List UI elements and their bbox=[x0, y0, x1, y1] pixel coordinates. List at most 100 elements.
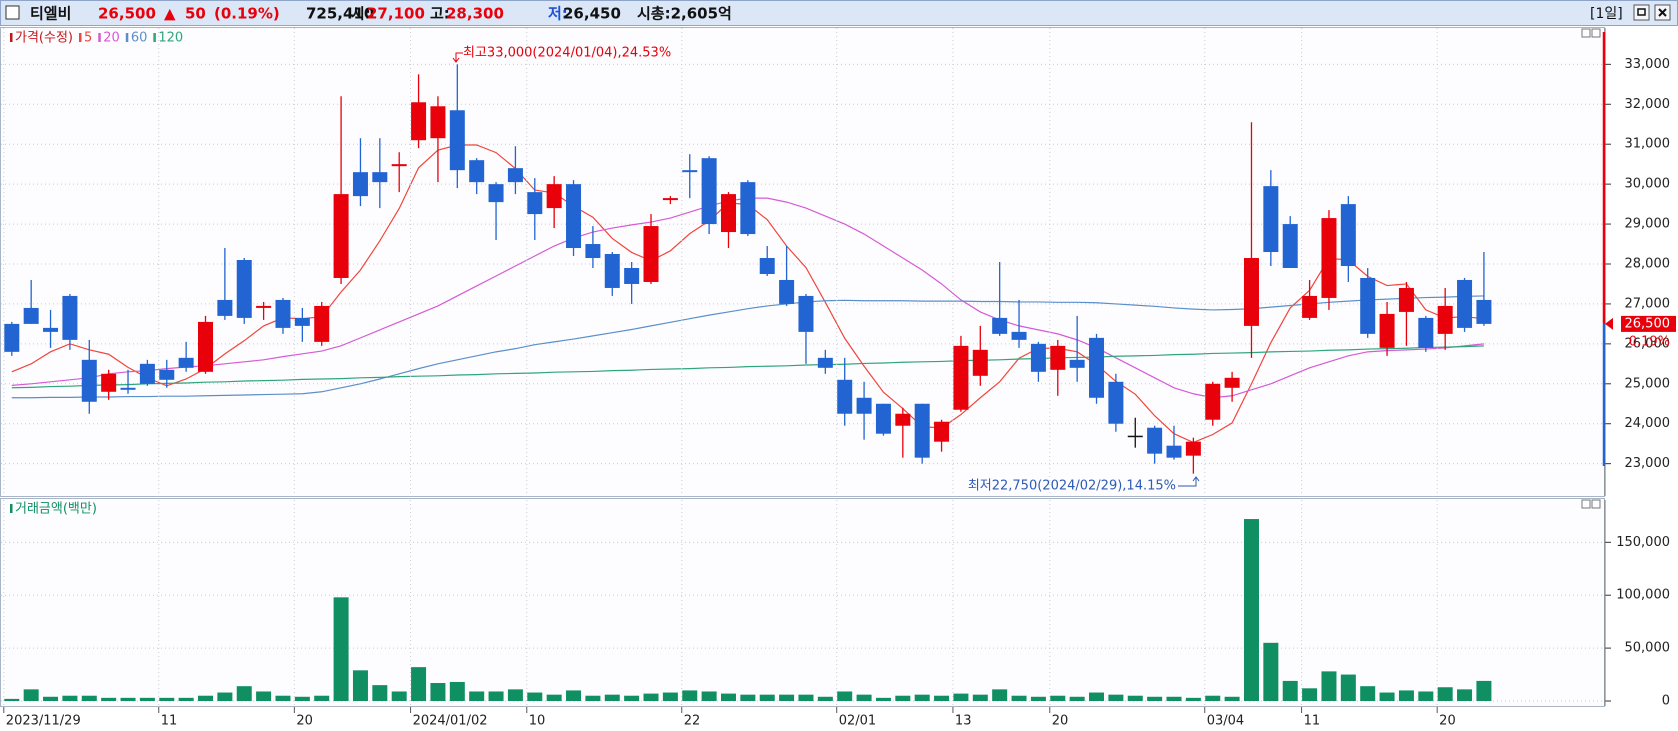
legend-item-swatch bbox=[125, 33, 129, 42]
bar bbox=[1089, 692, 1105, 701]
candle-body bbox=[1437, 305, 1453, 334]
y-tick-label: 33,000 bbox=[1625, 57, 1671, 72]
restore-icon bbox=[1637, 8, 1646, 16]
y-tick-label: 150,000 bbox=[1616, 535, 1670, 550]
bar bbox=[23, 689, 39, 701]
candle-body bbox=[81, 359, 97, 402]
x-tick-label: 20 bbox=[1052, 714, 1069, 729]
bar bbox=[566, 690, 582, 701]
last-price-box bbox=[1621, 315, 1676, 332]
candle-body bbox=[914, 403, 930, 458]
candle-body bbox=[527, 192, 543, 215]
bar bbox=[1321, 671, 1337, 701]
bar bbox=[1418, 691, 1434, 701]
header-value: 고: bbox=[430, 5, 450, 23]
legend-label: 가격(수정) bbox=[15, 31, 73, 46]
candle-body bbox=[1398, 287, 1414, 312]
candle-body bbox=[1476, 299, 1492, 324]
candle-body bbox=[604, 254, 620, 288]
bar bbox=[662, 692, 678, 701]
bar bbox=[178, 697, 194, 701]
bar bbox=[1437, 687, 1453, 701]
bar bbox=[1224, 696, 1240, 701]
header-value: 50 bbox=[185, 5, 206, 23]
period[interactable]: [1일] bbox=[1590, 6, 1623, 22]
checkbox[interactable] bbox=[5, 5, 20, 20]
candle-body bbox=[1224, 377, 1240, 388]
y-tick-label: 25,000 bbox=[1625, 376, 1671, 391]
candle-body bbox=[1418, 317, 1434, 348]
bar bbox=[1050, 695, 1066, 701]
candle-body bbox=[953, 345, 969, 410]
x-tick-label: 20 bbox=[1439, 714, 1456, 729]
bar bbox=[120, 697, 136, 701]
candle-body bbox=[411, 102, 427, 141]
bar bbox=[527, 692, 543, 701]
bar bbox=[198, 695, 213, 701]
legend-item-swatch bbox=[98, 33, 101, 42]
bar bbox=[256, 691, 272, 701]
x-tick-label: 02/01 bbox=[839, 714, 876, 729]
bar bbox=[1476, 680, 1492, 701]
panel-button[interactable] bbox=[1581, 499, 1591, 509]
bar bbox=[275, 695, 291, 701]
header-value: 저: bbox=[548, 5, 568, 23]
candle-body bbox=[1089, 337, 1105, 398]
candle-body bbox=[1457, 279, 1473, 328]
header-value: 26,500 bbox=[98, 5, 156, 23]
volume-panel bbox=[0, 498, 1605, 707]
bar bbox=[914, 694, 930, 701]
candle-body bbox=[1379, 313, 1395, 348]
x-tick-label: 2023/11/29 bbox=[6, 714, 81, 729]
low-arrow bbox=[1178, 476, 1200, 487]
candle-body bbox=[4, 323, 20, 352]
x-tick-label: 22 bbox=[684, 714, 701, 729]
panel-button[interactable] bbox=[1581, 28, 1591, 38]
last-price: 26,500 bbox=[1625, 316, 1671, 331]
candle-body bbox=[1205, 383, 1221, 420]
y-tick-label: 29,000 bbox=[1625, 217, 1671, 232]
bar bbox=[1243, 519, 1259, 701]
bar bbox=[895, 695, 911, 701]
bar bbox=[1011, 695, 1027, 701]
bar bbox=[837, 691, 853, 701]
header-value: 시: bbox=[351, 5, 371, 23]
bar bbox=[372, 685, 388, 701]
bar bbox=[139, 697, 155, 701]
candle-body bbox=[352, 172, 368, 197]
bar bbox=[333, 597, 349, 701]
header-value: 26,450 bbox=[563, 5, 621, 23]
panel-button[interactable] bbox=[1591, 499, 1601, 509]
bar bbox=[701, 691, 717, 701]
bar bbox=[1263, 642, 1279, 701]
x-tick-label: 2024/01/02 bbox=[413, 714, 488, 729]
bar bbox=[62, 695, 78, 701]
annotation-low: 최저22,750(2024/02/29),14.15% bbox=[968, 479, 1176, 494]
candle-body bbox=[1282, 224, 1298, 268]
candle-body bbox=[372, 172, 388, 183]
candle-body bbox=[662, 198, 678, 201]
candle-body bbox=[624, 267, 640, 284]
x-tick-label: 11 bbox=[1304, 714, 1321, 729]
legend-item: 20 bbox=[103, 31, 120, 46]
x-tick-label: 13 bbox=[955, 714, 972, 729]
bar bbox=[1205, 695, 1221, 701]
bar bbox=[43, 696, 59, 701]
bar bbox=[469, 691, 485, 701]
candle-body bbox=[507, 168, 523, 183]
bar bbox=[81, 695, 97, 701]
candle-body bbox=[391, 164, 407, 167]
candle-body bbox=[333, 194, 349, 278]
legend-label-swatch bbox=[10, 33, 13, 42]
panel-button[interactable] bbox=[1591, 28, 1601, 38]
candle-body bbox=[1360, 277, 1376, 334]
bar bbox=[992, 689, 1008, 701]
price-panel bbox=[0, 27, 1605, 497]
restore-button[interactable] bbox=[1633, 4, 1650, 21]
bar bbox=[217, 692, 233, 701]
bar bbox=[972, 694, 988, 701]
bar bbox=[643, 693, 659, 701]
candle-body bbox=[1302, 295, 1318, 318]
candle-body bbox=[430, 106, 446, 139]
candle-body bbox=[546, 184, 562, 209]
